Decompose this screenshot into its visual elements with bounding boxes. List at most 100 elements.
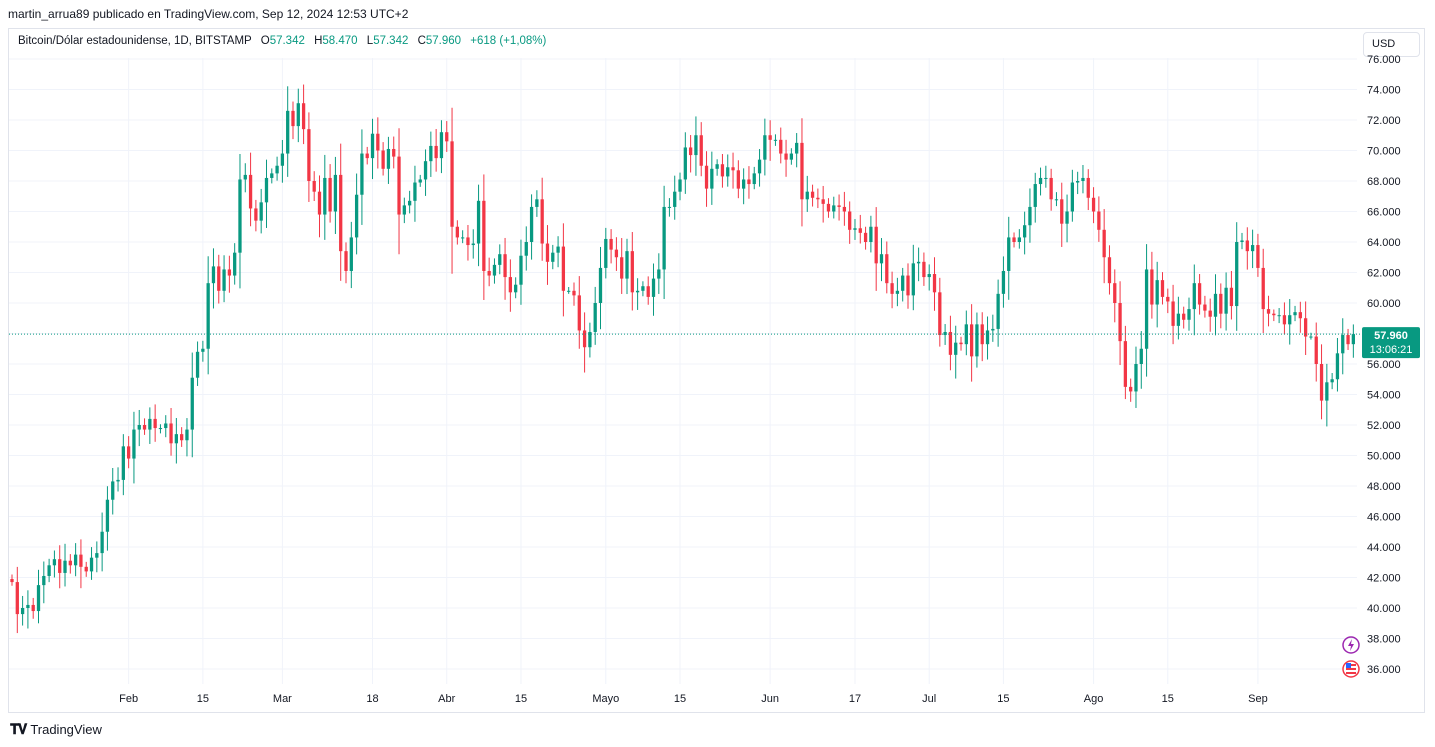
candle-body: [1282, 315, 1287, 325]
candle-body: [863, 232, 868, 242]
tradingview-logo[interactable]: 𝐓𝐕 TradingView: [10, 721, 102, 738]
candle-body: [715, 164, 719, 169]
close-label: C: [417, 35, 426, 47]
candle-body: [1086, 177, 1090, 198]
candle-body: [1001, 270, 1006, 294]
candle-body: [233, 252, 237, 276]
candle-body: [763, 135, 767, 160]
candle-body: [392, 148, 396, 157]
candle-body: [969, 324, 974, 357]
candle-body: [991, 328, 995, 331]
candle-body: [1017, 237, 1021, 242]
candle-body: [291, 110, 295, 127]
candle-body: [916, 261, 921, 264]
candle-body: [508, 277, 513, 293]
candle-body: [551, 252, 555, 262]
symbol-name[interactable]: Bitcoin/Dólar estadounidense, 1D, BITSTA…: [18, 35, 252, 47]
candle-body: [699, 135, 703, 166]
candle-body: [784, 153, 788, 160]
candle-body: [1155, 280, 1159, 305]
candle-body: [116, 479, 120, 482]
candle-body: [445, 132, 449, 142]
y-tick-label: 36.000: [1367, 664, 1401, 676]
candle-body: [773, 139, 778, 141]
y-tick-label: 64.000: [1367, 237, 1401, 249]
open-value: 57.342: [269, 35, 305, 47]
candle-body: [1038, 177, 1043, 185]
candle-body: [954, 342, 958, 355]
x-tick-label: 15: [997, 693, 1009, 705]
candle-body: [651, 278, 656, 297]
candle-body: [630, 251, 634, 293]
candle-body: [381, 150, 385, 169]
candle-body: [492, 264, 497, 276]
candle-body: [254, 208, 258, 221]
candle-body: [853, 228, 857, 230]
candle-body: [15, 582, 19, 615]
y-tick-label: 76.000: [1367, 54, 1401, 66]
candle-body: [1192, 283, 1196, 310]
candle-body: [1256, 245, 1260, 268]
candle-body: [68, 560, 72, 566]
open-label: O: [260, 35, 270, 47]
candle-body: [296, 103, 300, 127]
y-tick-label: 46.000: [1367, 512, 1401, 524]
candle-body: [365, 153, 369, 159]
y-tick-label: 62.000: [1367, 268, 1401, 280]
currency-button[interactable]: USD: [1363, 32, 1420, 57]
candle-body: [901, 275, 905, 291]
candle-body: [190, 377, 194, 430]
x-tick-label: Sep: [1248, 693, 1268, 705]
candle-body: [561, 246, 566, 291]
candle-body: [1203, 304, 1207, 311]
candle-body: [1330, 379, 1334, 383]
candle-body: [148, 418, 152, 430]
candle-body: [275, 165, 279, 174]
candle-body: [1266, 309, 1271, 314]
candle-body: [42, 575, 46, 586]
price-axis[interactable]: 36.000 38.000 40.000 42.000 44.000 46.000 48.0…: [1367, 54, 1401, 676]
candle-body: [752, 173, 756, 185]
candle-body: [142, 425, 147, 430]
candle-body: [1166, 296, 1170, 302]
y-tick-label: 42.000: [1367, 573, 1401, 585]
candle-body: [423, 161, 428, 180]
x-tick-label: Mayo: [592, 693, 619, 705]
y-tick-label: 70.000: [1367, 146, 1401, 158]
low-label: L: [366, 35, 374, 47]
candle-body: [1229, 287, 1234, 307]
us-flag-icon[interactable]: [1342, 660, 1360, 678]
candle-body: [1139, 348, 1143, 364]
x-tick-label: 18: [366, 693, 378, 705]
candle-body: [1298, 312, 1302, 319]
time-axis[interactable]: Feb 15 Mar 18 Abr 15 Mayo 15 Jun 17 Jul 15 Ago 15 Sep: [119, 693, 1268, 705]
candle-body: [1044, 177, 1048, 179]
candle-body: [768, 135, 772, 140]
candle-body: [842, 206, 847, 212]
candle-body: [217, 266, 221, 291]
candle-body: [1144, 269, 1149, 349]
candle-body: [1012, 237, 1016, 242]
candle-body: [678, 179, 682, 192]
candle-body: [588, 331, 592, 348]
lightning-icon[interactable]: [1342, 636, 1360, 654]
candle-body: [890, 283, 894, 294]
candle-body: [1091, 197, 1096, 212]
candle-body: [429, 145, 433, 162]
candle-body: [1028, 206, 1032, 226]
candle-body: [31, 604, 35, 612]
candle-body: [646, 286, 650, 297]
candle-body: [524, 242, 528, 256]
candle-body: [1007, 237, 1011, 271]
publisher-line: martin_arrua89 publicado en TradingView.…: [8, 7, 409, 21]
candle-body: [180, 434, 184, 441]
candle-body: [1208, 310, 1212, 317]
candle-body: [206, 283, 210, 349]
x-tick-label: 15: [674, 693, 686, 705]
candle-body: [1245, 240, 1249, 252]
candle-body: [1102, 229, 1106, 258]
candle-body: [174, 434, 178, 444]
brand-name: TradingView: [30, 722, 102, 737]
candle-body: [667, 206, 672, 208]
